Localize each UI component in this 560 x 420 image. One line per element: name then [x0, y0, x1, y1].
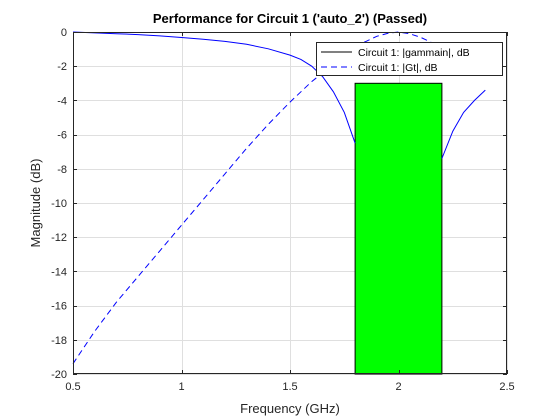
y-tick-label-0: 0 [61, 27, 67, 39]
passband-rect [354, 82, 443, 375]
ticks: 0.5 1 1.5 2 2.5 0 -2 -4 -6 -8 -10 -12 -14 -16 -18 -20 [51, 27, 515, 393]
y-tick-label-1: -2 [57, 61, 67, 73]
y-axis-label: Magnitude (dB) [28, 159, 43, 248]
series-1-segment-0 [72, 72, 323, 364]
y-tick-label-2: -4 [57, 95, 67, 107]
x-axis-label: Frequency (GHz) [240, 401, 340, 416]
y-tick-label-4: -8 [57, 164, 67, 176]
series-0-segment-0 [72, 31, 356, 144]
x-tick-label-4: 2.5 [499, 381, 514, 393]
y-tick-label-5: -10 [51, 198, 67, 210]
series-0-segment-1 [441, 89, 486, 159]
x-tick-label-2: 1.5 [282, 381, 297, 393]
y-tick-label-7: -14 [51, 266, 67, 278]
y-tick-label-6: -12 [51, 232, 67, 244]
y-tick-label-9: -18 [51, 335, 67, 347]
legend-label-0: Circuit 1: |gammain|, dB [358, 47, 470, 59]
x-tick-label-1: 1 [178, 381, 184, 393]
series-layer [72, 31, 486, 364]
legend-label-1: Circuit 1: |Gt|, dB [358, 62, 438, 74]
chart-title: Performance for Circuit 1 ('auto_2') (Pa… [153, 11, 427, 26]
x-tick-label-3: 2 [395, 381, 401, 393]
passband-layer [354, 82, 443, 375]
legend-box [316, 42, 503, 76]
x-tick-label-0: 0.5 [65, 381, 80, 393]
y-tick-label-3: -6 [57, 130, 67, 142]
y-tick-label-8: -16 [51, 301, 67, 313]
legend: Circuit 1: |gammain|, dB Circuit 1: |Gt|,… [316, 42, 503, 76]
y-tick-label-10: -20 [51, 369, 67, 381]
